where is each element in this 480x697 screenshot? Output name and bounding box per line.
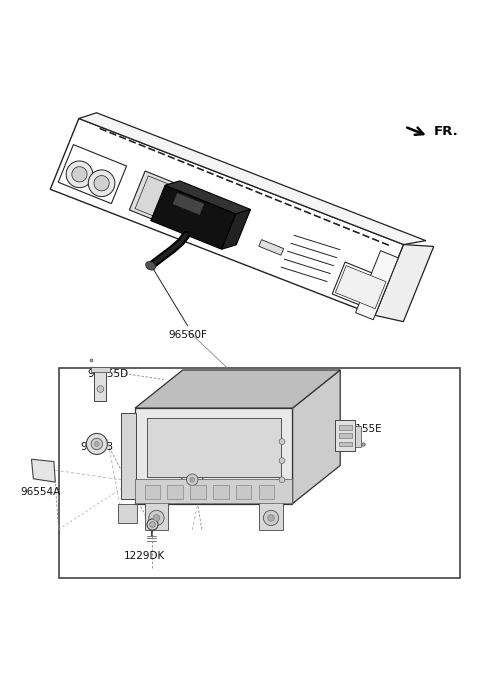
Polygon shape (173, 193, 204, 215)
Bar (120, 413, 136, 499)
Bar (236, 486, 252, 499)
Polygon shape (72, 167, 87, 182)
Circle shape (97, 385, 104, 392)
Bar (59, 367, 459, 578)
Circle shape (264, 510, 279, 526)
Circle shape (190, 477, 195, 482)
Bar (339, 434, 352, 438)
Polygon shape (32, 459, 55, 482)
Polygon shape (356, 251, 398, 320)
Bar (118, 504, 137, 523)
Polygon shape (375, 245, 434, 321)
Polygon shape (135, 176, 224, 239)
Polygon shape (259, 240, 284, 255)
Polygon shape (165, 181, 251, 214)
Bar (336, 420, 356, 451)
Polygon shape (336, 266, 386, 309)
Bar (168, 486, 183, 499)
Polygon shape (151, 185, 236, 250)
Bar (135, 408, 292, 504)
Bar (95, 370, 107, 401)
Polygon shape (79, 113, 426, 245)
Bar (144, 486, 160, 499)
Polygon shape (332, 262, 389, 312)
Text: 96173: 96173 (164, 489, 197, 499)
Circle shape (187, 474, 198, 486)
Polygon shape (292, 370, 340, 504)
Circle shape (91, 438, 103, 450)
Bar (339, 442, 352, 446)
Polygon shape (58, 144, 127, 204)
Text: 96155E: 96155E (343, 424, 382, 434)
Text: 1229DK: 1229DK (124, 551, 165, 561)
Bar (259, 486, 275, 499)
Polygon shape (88, 170, 115, 197)
Circle shape (182, 469, 203, 490)
Circle shape (95, 442, 99, 446)
Text: 96554A: 96554A (21, 487, 61, 497)
Bar (339, 425, 352, 430)
Circle shape (279, 438, 285, 445)
Polygon shape (66, 161, 93, 187)
Bar (213, 486, 228, 499)
Text: 96173: 96173 (80, 442, 113, 452)
Circle shape (279, 477, 285, 482)
Circle shape (86, 434, 108, 454)
Text: FR.: FR. (433, 125, 458, 138)
Bar (91, 367, 110, 372)
Bar (135, 479, 292, 503)
Circle shape (279, 458, 285, 464)
Circle shape (149, 510, 164, 526)
Circle shape (268, 514, 275, 521)
Polygon shape (50, 118, 404, 315)
Polygon shape (222, 210, 251, 250)
Polygon shape (130, 171, 229, 244)
Bar (356, 426, 361, 447)
Ellipse shape (145, 261, 156, 270)
Text: 96560F: 96560F (168, 330, 207, 340)
Text: 96155D: 96155D (87, 369, 129, 378)
Polygon shape (135, 370, 340, 408)
Bar (259, 502, 283, 530)
Circle shape (153, 514, 160, 521)
Bar (147, 418, 281, 477)
Bar (191, 486, 205, 499)
Bar (144, 502, 168, 530)
Polygon shape (94, 176, 109, 191)
